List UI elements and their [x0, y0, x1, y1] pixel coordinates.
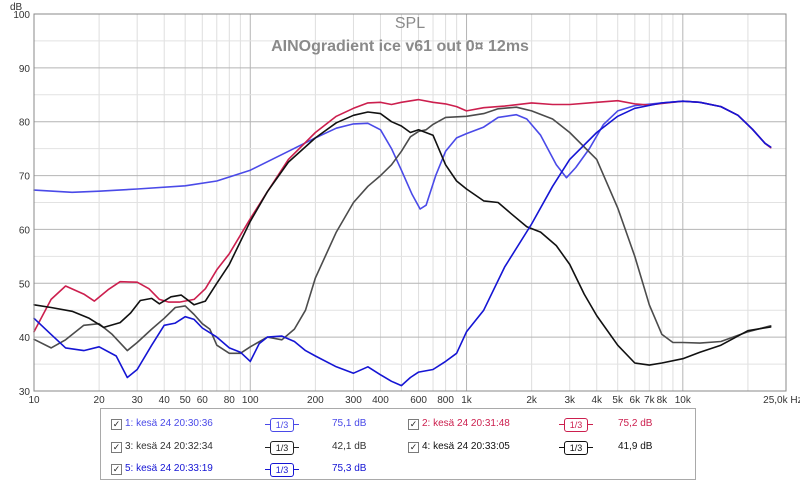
legend-value-3: 42,1 dB: [332, 441, 367, 452]
grid: [33, 13, 787, 392]
legend-item-5[interactable]: ✓ 5: kesä 24 20:33:19 1/3 75,3 dB: [111, 461, 401, 477]
x-tick-label: 50: [180, 395, 192, 405]
y-tick-label: 30: [19, 387, 31, 398]
chart-title: SPL: [395, 15, 425, 32]
x-tick-label: 4k: [591, 395, 603, 405]
legend-checkbox-5[interactable]: ✓: [111, 464, 122, 475]
x-tick-label: 40: [159, 395, 171, 405]
x-tick-label: 7k: [644, 395, 656, 405]
legend-item-1[interactable]: ✓ 1: kesä 24 20:30:36 1/3 75,1 dB: [111, 416, 401, 432]
tick-labels: 30 40 50 60 70 80 90 100 10 20 30 40 50 60 80 100 200 300…: [13, 10, 800, 405]
legend-value-5: 75,3 dB: [332, 463, 367, 474]
legend-name-3: 3: kesä 24 20:32:34: [125, 441, 213, 452]
legend-value-4: 41,9 dB: [618, 441, 653, 452]
legend-checkbox-1[interactable]: ✓: [111, 419, 122, 430]
x-tick-label: 10k: [675, 395, 692, 405]
legend-item-3[interactable]: ✓ 3: kesä 24 20:32:34 1/3 42,1 dB: [111, 439, 401, 455]
octave-smoothing-2[interactable]: 1/3: [559, 418, 593, 432]
chart-subtitle: AINOgradient ice v61 out 0¤ 12ms: [271, 38, 529, 55]
y-tick-label: 80: [19, 118, 31, 129]
legend-name-1: 1: kesä 24 20:30:36: [125, 418, 213, 429]
plot-border: [33, 13, 787, 392]
legend: ✓ 1: kesä 24 20:30:36 1/3 75,1 dB ✓ 2: k…: [100, 408, 696, 480]
series-line-4: [33, 111, 772, 366]
legend-name-4: 4: kesä 24 20:33:05: [422, 441, 510, 452]
octave-smoothing-1[interactable]: 1/3: [265, 418, 299, 432]
y-tick-label: 70: [19, 172, 31, 183]
x-tick-label: 800: [437, 395, 454, 405]
y-axis-unit: dB: [10, 2, 23, 13]
series-lines: [33, 98, 772, 387]
series-line-3: [33, 106, 772, 355]
y-tick-label: 40: [19, 333, 31, 344]
series-line-5: [33, 100, 772, 387]
x-tick-label: 5k: [612, 395, 624, 405]
x-tick-label: 60: [197, 395, 209, 405]
x-tick-label: 20: [94, 395, 106, 405]
legend-item-4[interactable]: ✓ 4: kesä 24 20:33:05 1/3 41,9 dB: [408, 439, 693, 455]
legend-name-5: 5: kesä 24 20:33:19: [125, 463, 213, 474]
y-tick-label: 50: [19, 279, 31, 290]
x-tick-label: 10: [28, 395, 40, 405]
octave-smoothing-5[interactable]: 1/3: [265, 463, 299, 477]
legend-name-2: 2: kesä 24 20:31:48: [422, 418, 510, 429]
x-tick-label: 200: [307, 395, 324, 405]
spl-chart: 30 40 50 60 70 80 90 100 10 20 30 40 50 60 80 100 200 300…: [10, 2, 800, 405]
legend-checkbox-3[interactable]: ✓: [111, 442, 122, 453]
x-tick-label: 3k: [564, 395, 576, 405]
octave-smoothing-4[interactable]: 1/3: [559, 441, 593, 455]
x-tick-label: 8k: [657, 395, 669, 405]
x-tick-label: 100: [242, 395, 259, 405]
x-tick-label: 80: [224, 395, 236, 405]
x-tick-label: 30: [132, 395, 144, 405]
x-tick-label: 400: [372, 395, 389, 405]
y-tick-label: 60: [19, 225, 31, 236]
y-tick-label: 100: [13, 10, 30, 21]
x-tick-label: 6k: [630, 395, 642, 405]
x-tick-label: 1k: [461, 395, 473, 405]
x-tick-label: 300: [345, 395, 362, 405]
legend-value-2: 75,2 dB: [618, 418, 653, 429]
legend-checkbox-2[interactable]: ✓: [408, 419, 419, 430]
legend-value-1: 75,1 dB: [332, 418, 367, 429]
legend-item-2[interactable]: ✓ 2: kesä 24 20:31:48 1/3 75,2 dB: [408, 416, 693, 432]
octave-smoothing-3[interactable]: 1/3: [265, 441, 299, 455]
y-tick-label: 90: [19, 64, 31, 75]
x-tick-label: 25,0k Hz: [763, 395, 800, 405]
x-tick-label: 2k: [526, 395, 538, 405]
x-tick-label: 600: [410, 395, 427, 405]
legend-checkbox-4[interactable]: ✓: [408, 442, 419, 453]
